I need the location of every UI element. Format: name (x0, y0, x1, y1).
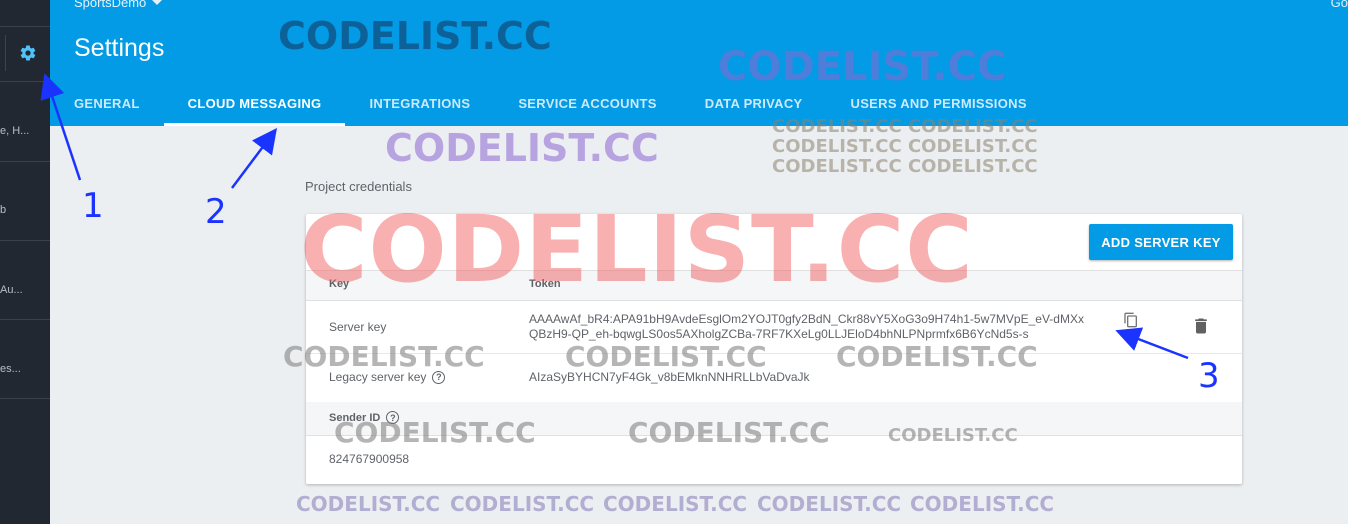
settings-gear-button[interactable] (5, 35, 50, 71)
left-rail: e, H... b Au... es... (0, 0, 50, 524)
annotation-arrow-2 (231, 128, 277, 189)
watermark: CODELIST.CC CODELIST.CC (772, 156, 1038, 177)
watermark: CODELIST.CC (450, 492, 595, 516)
delete-key-button[interactable] (1190, 315, 1212, 337)
sender-id-value: 824767900958 (329, 452, 410, 466)
sender-id-header: Sender ID ? (306, 402, 1242, 436)
sidebar-item-3[interactable]: Au... (0, 284, 23, 296)
table-header: Key Token (306, 270, 1242, 301)
watermark: CODELIST.CC (296, 492, 441, 516)
project-name: SportsDemo (74, 0, 147, 10)
legacy-key-label-wrap: Legacy server key ? (329, 370, 446, 384)
column-header-token: Token (529, 278, 561, 290)
rail-divider (0, 81, 50, 82)
help-icon[interactable]: ? (386, 411, 400, 424)
header-link[interactable]: Go (1330, 0, 1348, 10)
copy-icon (1124, 312, 1137, 328)
help-icon[interactable]: ? (432, 370, 446, 384)
watermark: CODELIST.CC (603, 492, 748, 516)
legacy-key-token: AIzaSyBYHCN7yF4Gk_v8bEMknNNHRLLbVaDvaJk (529, 370, 810, 384)
server-key-token: AAAAwAf_bR4:APA91bH9AvdeEsglOm2YOJT0gfy2… (529, 312, 1084, 342)
table-row-legacy-key: Legacy server key ? AIzaSyBYHCN7yF4Gk_v8… (306, 354, 1242, 402)
tab-cloud-messaging[interactable]: CLOUD MESSAGING (163, 84, 346, 126)
watermark: CODELIST.CC (385, 126, 659, 170)
annotation-label-3: 3 (1198, 356, 1220, 396)
table-row-server-key: Server key AAAAwAf_bR4:APA91bH9AvdeEsglO… (306, 301, 1242, 354)
watermark: CODELIST.CC (910, 492, 1055, 516)
column-header-key: Key (329, 278, 350, 290)
credentials-card: ADD SERVER KEY Key Token Server key AAAA… (306, 214, 1242, 484)
server-key-token-line-2: QBzH9-QP_eh-bqwgLS0os5AXholgZCBa-7RF7KXe… (529, 327, 1029, 341)
rail-divider (0, 319, 50, 320)
project-selector[interactable]: SportsDemo (74, 0, 163, 10)
copy-token-button[interactable] (1121, 310, 1141, 330)
server-key-token-line-1: AAAAwAf_bR4:APA91bH9AvdeEsglOm2YOJT0gfy2… (529, 312, 1084, 326)
tab-data-privacy[interactable]: DATA PRIVACY (704, 96, 803, 111)
add-server-key-button[interactable]: ADD SERVER KEY (1089, 224, 1233, 260)
rail-divider (0, 240, 50, 241)
annotation-label-1: 1 (82, 186, 104, 226)
rail-divider (0, 161, 50, 162)
watermark: CODELIST.CC (757, 492, 902, 516)
server-key-label: Server key (329, 320, 387, 334)
watermark: CODELIST.CC CODELIST.CC (772, 136, 1038, 157)
sidebar-item-4[interactable]: es... (0, 363, 21, 375)
sender-id-label-wrap: Sender ID ? (329, 411, 400, 424)
tab-integrations[interactable]: INTEGRATIONS (369, 96, 471, 111)
rail-divider (0, 398, 50, 399)
gear-icon (20, 45, 36, 61)
settings-tabs: GENERAL CLOUD MESSAGING INTEGRATIONS SER… (50, 84, 1051, 126)
sidebar-item-2[interactable]: b (0, 204, 7, 216)
page-title: Settings (74, 34, 165, 62)
legacy-key-label: Legacy server key (329, 370, 427, 384)
sidebar-item-1[interactable]: e, H... (0, 125, 30, 137)
trash-icon (1195, 318, 1207, 334)
section-title: Project credentials (305, 179, 412, 194)
rail-divider (0, 26, 50, 27)
tab-general[interactable]: GENERAL (74, 96, 140, 111)
tab-service-accounts[interactable]: SERVICE ACCOUNTS (518, 96, 657, 111)
tab-users-and-permissions[interactable]: USERS AND PERMISSIONS (850, 96, 1027, 111)
annotation-label-2: 2 (205, 192, 227, 232)
sender-id-label: Sender ID (329, 411, 381, 424)
sender-id-row: 824767900958 (306, 436, 1242, 484)
settings-header: SportsDemo Go Settings GENERAL CLOUD MES… (50, 0, 1348, 126)
chevron-down-icon (152, 0, 163, 5)
